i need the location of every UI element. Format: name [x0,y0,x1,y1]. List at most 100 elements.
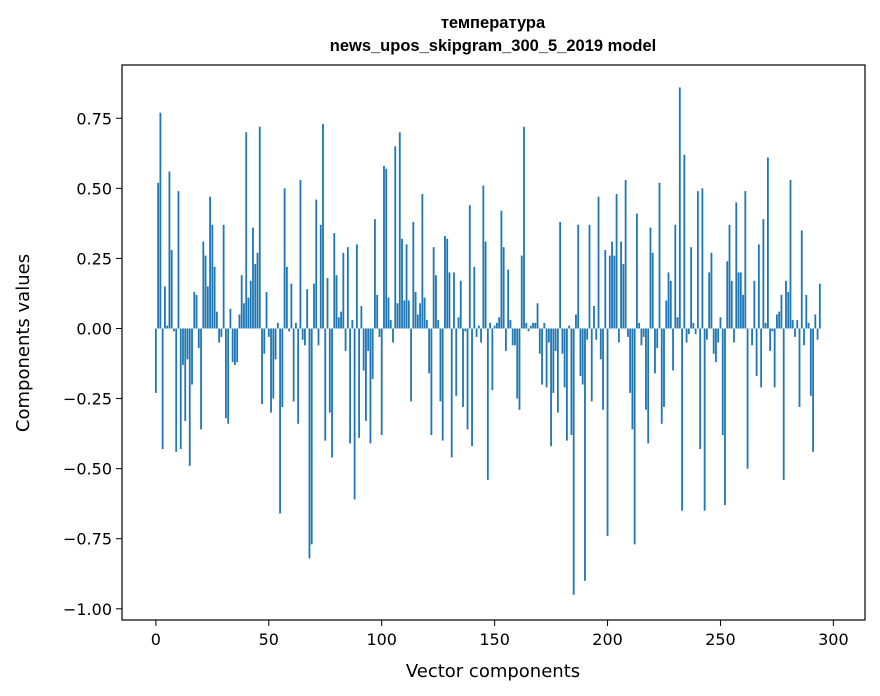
bar [543,322,546,329]
x-axis-label: Vector components [406,661,580,682]
bar [584,328,586,581]
bar [570,328,573,435]
bar [672,328,674,371]
bar [179,328,182,450]
bar [313,283,315,329]
bar [256,252,259,329]
bar [676,317,679,329]
bar [715,328,717,363]
bar [495,322,498,329]
bar [744,191,747,329]
bar [371,328,374,379]
bar [809,328,812,396]
bar [561,328,564,354]
bar [482,185,485,329]
bar [186,328,189,360]
chart-title: температура [441,14,546,32]
bar [593,306,595,329]
bar [425,320,428,329]
bar [712,328,715,354]
bar [726,261,729,329]
bar [554,328,557,351]
bar [658,182,661,329]
bar [730,280,733,329]
bar [757,244,760,329]
bar [728,224,731,329]
bar [428,328,431,374]
bar [608,255,611,329]
bar [335,275,338,329]
bar [746,328,749,469]
bar [780,294,783,329]
bar [419,303,422,329]
bar [755,328,758,377]
bar [191,328,193,385]
bar [365,328,367,421]
bar [724,328,726,506]
bar [439,328,442,402]
bar [378,328,381,337]
y-axis-ticks: −1.00 −0.75 −0.50 −0.25 0.00 0.25 0.50 0.75 [63,109,122,619]
bar [493,325,496,329]
bar [735,202,738,329]
bar [782,328,785,480]
bar [486,328,489,480]
bar [690,247,693,329]
plot-frame [121,64,866,621]
bar [491,328,494,391]
bar [520,255,523,329]
bar [283,188,286,329]
x-axis-ticks: 0 50 100 150 200 250 300 [151,620,849,649]
bar [645,328,647,410]
bar [588,224,591,329]
bar [240,275,243,329]
bar [236,328,239,363]
bar [281,328,284,407]
bar [195,294,198,329]
bar-series [154,87,821,595]
bar [385,168,388,329]
bar [204,255,207,329]
bar [340,311,342,329]
bar [468,205,471,329]
bar [258,126,261,329]
bar [285,266,288,329]
bar [383,165,385,329]
bar [708,272,711,329]
bar [719,317,722,329]
bar [581,328,584,385]
bar [202,241,205,329]
y-tick-label: 0.75 [76,109,112,128]
bar [446,238,449,329]
bar [556,328,559,413]
bar [568,325,571,329]
bar [667,272,670,329]
bar [547,328,550,343]
bar [358,328,361,438]
bar [227,328,230,424]
y-tick-label: −0.25 [63,390,112,409]
bar [374,219,376,329]
bar [536,303,539,329]
bar [604,250,607,329]
bar [471,328,473,447]
bar [380,328,383,435]
bar [288,328,291,332]
bar [766,157,769,329]
bar [475,328,478,337]
bar [484,241,487,329]
bar [577,224,580,329]
bar [579,328,582,377]
bar [597,196,600,329]
bar [527,328,530,332]
bar [654,328,656,374]
bar [215,311,218,329]
bar [778,311,781,329]
bar [647,328,650,444]
bar [453,272,455,329]
bar [328,328,331,413]
bar [274,328,277,360]
bar [798,328,801,407]
